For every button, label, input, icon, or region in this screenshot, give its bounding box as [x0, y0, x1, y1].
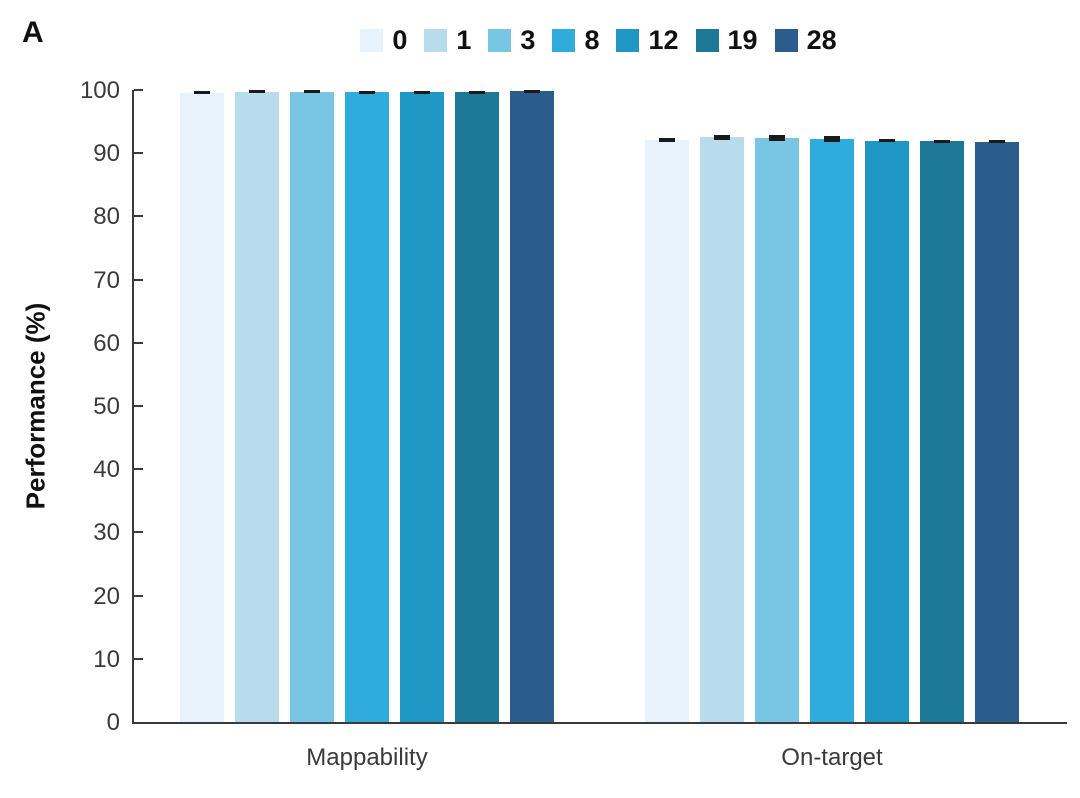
y-axis-tick	[134, 405, 143, 407]
plot-area: 0 10 20 30 40 50 60 70 80 90 100 Mappability On-targ…	[80, 79, 1067, 771]
y-axis-tick-label: 20	[93, 582, 120, 610]
bar-mappability-28	[510, 91, 554, 722]
error-bar	[290, 90, 334, 94]
error-bar	[865, 139, 909, 143]
error-bar-cap-bottom	[414, 90, 430, 94]
bar-on-target-3	[755, 138, 799, 722]
y-axis-tick	[134, 657, 143, 660]
y-axis-tick	[134, 215, 143, 218]
error-bar	[810, 136, 854, 143]
legend-label: 19	[727, 24, 758, 55]
legend-item-19: 19	[695, 24, 758, 55]
error-bar	[700, 134, 744, 141]
error-bar	[920, 139, 964, 143]
error-bar-cap-bottom	[524, 90, 540, 94]
y-axis-tick	[134, 278, 143, 281]
legend-item-0: 0	[360, 24, 408, 55]
error-bar-cap-bottom	[989, 140, 1005, 144]
legend-item-3: 3	[488, 24, 536, 55]
legend-item-1: 1	[424, 24, 472, 55]
bar-on-target-28	[975, 141, 1019, 722]
y-axis-tick	[134, 152, 143, 155]
y-axis-tick	[134, 531, 143, 534]
y-axis-tick-label: 100	[79, 77, 120, 104]
legend-label: 28	[806, 24, 837, 55]
error-bar-stem	[831, 136, 833, 143]
y-axis-title: Performance (%)	[20, 302, 51, 510]
bar-on-target-19	[920, 141, 964, 722]
legend-label: 1	[456, 24, 472, 55]
error-bar-cap-top	[824, 136, 840, 140]
bar-on-target-1	[700, 137, 744, 722]
error-bar-cap-bottom	[304, 90, 320, 94]
error-bar-cap-bottom	[824, 139, 840, 143]
bar-mappability-8	[345, 91, 389, 722]
error-bar	[645, 138, 689, 142]
y-axis-tick-label: 30	[93, 519, 120, 547]
error-bar	[975, 140, 1019, 144]
error-bar-cap-bottom	[359, 90, 375, 94]
legend-swatch-icon	[424, 28, 448, 52]
y-axis-tick	[134, 468, 143, 471]
bar-mappability-12	[400, 91, 444, 722]
legend-item-8: 8	[552, 24, 600, 55]
legend-swatch-icon	[616, 28, 640, 52]
legend-label: 0	[392, 24, 408, 55]
y-axis-tick-label: 80	[93, 203, 120, 231]
error-bar-cap-bottom	[659, 138, 675, 142]
legend-swatch-icon	[360, 28, 384, 52]
legend-item-12: 12	[616, 24, 679, 55]
bar-mappability-0	[180, 92, 224, 722]
error-bar-cap-bottom	[714, 137, 730, 141]
legend-label: 3	[520, 24, 536, 55]
error-bar	[345, 90, 389, 94]
bar-mappability-3	[290, 91, 334, 722]
y-axis-tick	[134, 341, 143, 344]
bar-on-target-8	[810, 139, 854, 722]
error-bar-cap-top	[769, 135, 785, 139]
error-bar	[180, 90, 224, 95]
y-axis-tick	[134, 594, 143, 597]
y-axis-tick-label: 90	[93, 140, 120, 168]
error-bar	[755, 135, 799, 141]
error-bar-cap-bottom	[769, 137, 785, 141]
legend-swatch-icon	[774, 28, 798, 52]
error-bar-cap-bottom	[249, 90, 265, 94]
x-category-label: Mappability	[306, 744, 428, 771]
error-bar-cap-bottom	[879, 139, 895, 143]
legend-swatch-icon	[488, 28, 512, 52]
y-axis-tick	[134, 89, 143, 91]
bar-on-target-0	[645, 139, 689, 722]
legend-label: 8	[584, 24, 600, 55]
error-bar-cap-bottom	[469, 90, 485, 94]
panel-label: A	[22, 16, 44, 49]
error-bar	[510, 90, 554, 94]
y-axis-tick-label: 70	[93, 266, 120, 294]
legend-swatch-icon	[552, 28, 576, 52]
error-bar-cap-bottom	[934, 139, 950, 143]
legend-label: 12	[648, 24, 679, 55]
y-axis-tick-label: 10	[93, 645, 120, 673]
y-axis-tick-label: 50	[93, 393, 120, 420]
error-bar-cap-top	[714, 134, 730, 138]
y-axis-tick-label: 0	[106, 709, 120, 736]
error-bar-cap-bottom	[194, 91, 210, 95]
y-axis-tick-label: 60	[93, 329, 120, 357]
x-category-label: On-target	[781, 744, 883, 771]
legend-swatch-icon	[695, 28, 719, 52]
error-bar	[455, 90, 499, 94]
legend-item-28: 28	[774, 24, 837, 55]
y-axis-tick-label: 40	[93, 456, 120, 484]
bar-on-target-12	[865, 140, 909, 722]
error-bar	[400, 90, 444, 94]
bar-mappability-19	[455, 91, 499, 722]
bar-mappability-1	[235, 91, 279, 722]
legend: 0 1 3 8 12 19 28	[132, 22, 1065, 58]
error-bar	[235, 90, 279, 94]
